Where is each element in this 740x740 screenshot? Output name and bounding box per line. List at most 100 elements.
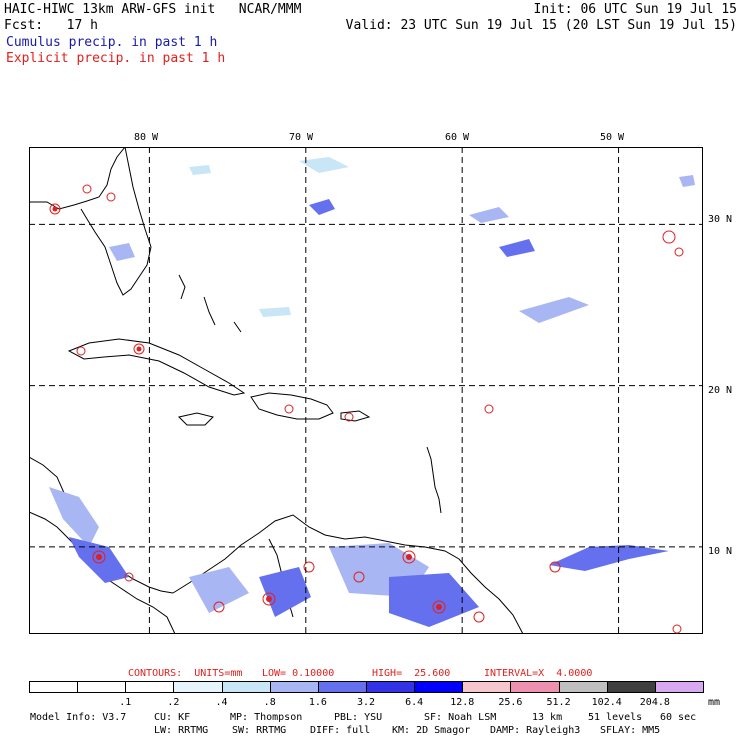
scale-label: .2 (167, 697, 180, 708)
contour-high: HIGH= 25.600 (372, 668, 451, 679)
lat-label-10n: 10 N (708, 546, 733, 557)
vertical-levels: 51 levels (588, 712, 643, 723)
explicit-contour (662, 230, 676, 244)
cumulus-patch (189, 567, 249, 613)
explicit-contour (432, 600, 446, 614)
explicit-contour (484, 404, 494, 414)
cumulus-patch (389, 573, 479, 627)
explicit-contour (262, 592, 276, 606)
explicit-core (436, 604, 442, 610)
sf-scheme: SF: Noah LSM (424, 712, 497, 723)
puerto-rico-coast (340, 410, 371, 422)
scale-swatch (317, 681, 367, 693)
explicit-core (266, 596, 272, 602)
explicit-contour (284, 404, 294, 414)
explicit-contour (473, 611, 485, 623)
scale-swatch (125, 681, 175, 693)
scale-label: 204.8 (639, 697, 670, 708)
lesser-antilles-coast (426, 446, 442, 514)
scale-swatch (77, 681, 127, 693)
florida-coast (80, 147, 152, 296)
explicit-contour (76, 346, 86, 356)
scale-label: 3.2 (356, 697, 376, 708)
lat-lon-grid (29, 147, 703, 634)
scale-label: 1.6 (308, 697, 327, 708)
explicit-contour (353, 571, 365, 583)
resolution: 13 km (532, 712, 563, 723)
damp-option: DAMP: Rayleigh3 (490, 725, 581, 736)
scale-swatch (510, 681, 560, 693)
explicit-contour (92, 550, 106, 564)
cumulus-precip-areas (49, 157, 695, 627)
scale-label: 51.2 (546, 697, 571, 708)
scale-label: 25.6 (498, 697, 523, 708)
explicit-contour (106, 192, 116, 202)
bahamas-coast-3 (233, 321, 242, 333)
explicit-contour (672, 624, 682, 634)
contour-interval: INTERVAL=X 4.0000 (484, 668, 593, 679)
explicit-contour (124, 572, 134, 582)
lon-label-70w: 70 W (289, 132, 314, 143)
lon-label-80w: 80 W (134, 132, 159, 143)
scale-label: 12.8 (450, 697, 475, 708)
lon-label-60w: 60 W (445, 132, 470, 143)
sflay-option: SFLAY: MM5 (600, 725, 661, 736)
scale-swatch (269, 681, 319, 693)
cuba-coast (67, 338, 246, 396)
bahamas-coast-1 (178, 274, 186, 300)
jamaica-coast (178, 412, 214, 426)
explicit-contour (133, 343, 145, 355)
lat-label-30n: 30 N (708, 214, 733, 225)
explicit-contour (213, 601, 225, 613)
scale-label: .1 (119, 697, 132, 708)
cumulus-patch (499, 239, 535, 257)
scale-swatch (173, 681, 223, 693)
explicit-contour (303, 561, 315, 573)
coastlines (29, 147, 524, 634)
south-america-coast (172, 514, 524, 634)
explicit-core (52, 206, 58, 212)
scale-label: 102.4 (591, 697, 622, 708)
contour-low: LOW= 0.10000 (262, 668, 335, 679)
contour-units: CONTOURS: UNITS=mm (128, 668, 243, 679)
explicit-contour (549, 561, 561, 573)
diff-option: DIFF: full (310, 725, 371, 736)
explicit-core (96, 554, 102, 560)
explicit-precip-cores (52, 206, 442, 610)
explicit-precip-contours (49, 184, 684, 634)
cumulus-patch (259, 307, 291, 317)
explicit-core (406, 554, 412, 560)
explicit-contour (674, 247, 684, 257)
lat-label-20n: 20 N (708, 385, 733, 396)
cumulus-patch (299, 157, 349, 173)
scale-swatch (558, 681, 608, 693)
model-info: Model Info: V3.7 (30, 712, 127, 723)
sw-scheme: SW: RRTMG (232, 725, 287, 736)
cumulus-patch (109, 243, 135, 261)
explicit-precip-label: Explicit precip. in past 1 h (6, 51, 226, 66)
km-option: KM: 2D Smagor (392, 725, 471, 736)
cumulus-patch (469, 207, 509, 223)
scale-swatch (414, 681, 464, 693)
scale-swatch (221, 681, 271, 693)
cumulus-patch (549, 545, 669, 571)
cumulus-patch (49, 487, 99, 547)
explicit-contour (49, 203, 61, 215)
scale-swatch (654, 681, 704, 693)
explicit-contour (402, 550, 416, 564)
init-time: Init: 06 UTC Sun 19 Jul 15 (533, 2, 738, 17)
pbl-scheme: PBL: YSU (334, 712, 383, 723)
cumulus-precip-label: Cumulus precip. in past 1 h (6, 35, 218, 50)
time-step: 60 sec (660, 712, 697, 723)
scale-swatch (366, 681, 416, 693)
explicit-core (136, 346, 142, 352)
scale-label: .4 (215, 697, 228, 708)
model-title: HAIC-HIWC 13km ARW-GFS init NCAR/MMM (4, 2, 302, 17)
gulf-coast (29, 147, 126, 210)
cumulus-patch (679, 175, 695, 187)
explicit-contour (82, 184, 92, 194)
lw-scheme: LW: RRTMG (154, 725, 209, 736)
lon-label-50w: 50 W (600, 132, 625, 143)
cumulus-patch (309, 199, 335, 215)
valid-time: Valid: 23 UTC Sun 19 Jul 15 (20 LST Sun … (345, 18, 737, 33)
